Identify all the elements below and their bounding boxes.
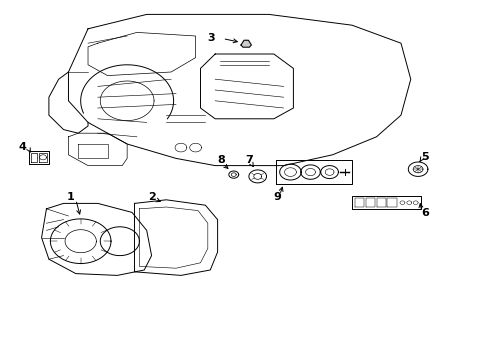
Polygon shape [241,40,251,47]
Text: 6: 6 [421,208,428,218]
Text: 2: 2 [147,192,155,202]
Text: 9: 9 [273,192,281,202]
Text: 1: 1 [67,192,75,202]
Text: 3: 3 [207,33,215,43]
Text: 8: 8 [217,155,225,165]
Text: 7: 7 [245,155,253,165]
Text: 4: 4 [19,141,26,152]
Text: 5: 5 [421,152,428,162]
